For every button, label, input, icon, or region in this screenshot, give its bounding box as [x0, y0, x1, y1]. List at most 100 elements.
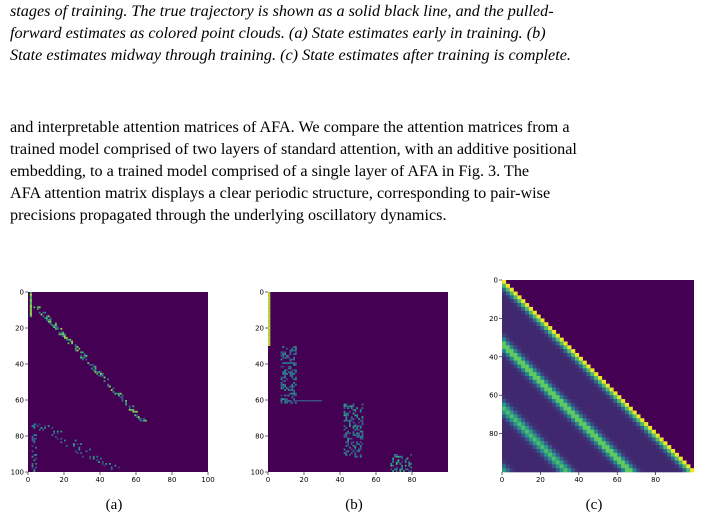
heatmap-cell: [293, 358, 295, 361]
heatmap-cell: [528, 391, 534, 396]
heatmap-cell: [282, 380, 285, 382]
heatmap-cell: [29, 292, 32, 294]
heatmap-cell: [513, 291, 518, 296]
heatmap-cell: [540, 352, 545, 358]
heatmap-cell: [559, 464, 564, 469]
heatmap-cell: [280, 400, 283, 402]
heatmap-cell: [536, 364, 541, 369]
heatmap-cell: [659, 437, 664, 442]
heatmap-cell: [286, 400, 288, 402]
heatmap-cell: [544, 364, 549, 369]
heatmap-cell: [613, 452, 618, 457]
heatmap-b-cells: [268, 292, 412, 472]
heatmap-cell: [112, 387, 115, 390]
heatmap-cell: [509, 295, 514, 300]
heatmap-cell: [617, 429, 622, 434]
heatmap-cell: [667, 460, 672, 465]
heatmap-cell: [505, 314, 510, 319]
heatmap-cell: [574, 352, 580, 358]
heatmap-cell: [544, 333, 549, 338]
heatmap-cell: [548, 352, 553, 358]
heatmap-cell: [347, 405, 349, 408]
heatmap-cell: [287, 371, 290, 373]
heatmap-cell: [517, 364, 522, 369]
heatmap-cell: [559, 399, 564, 404]
heatmap-cell: [609, 452, 614, 457]
heatmap-cell: [513, 456, 518, 461]
heatmap-cell: [551, 406, 557, 411]
heatmap-cell: [295, 346, 297, 348]
heatmap-cell: [586, 441, 591, 446]
heatmap-cell: [528, 379, 534, 384]
heatmap-cell: [536, 399, 541, 404]
body-line: precisions propagated through the underl…: [10, 206, 447, 224]
heatmap-cell: [621, 422, 626, 427]
heatmap-cell: [29, 302, 32, 305]
heatmap-cell: [505, 441, 510, 446]
heatmap-cell: [359, 445, 362, 447]
heatmap-cell: [316, 400, 319, 402]
heatmap-cell: [352, 441, 355, 444]
heatmap-cell: [517, 372, 522, 377]
heatmap-cell: [505, 318, 510, 323]
heatmap-cell: [590, 452, 595, 457]
heatmap-cell: [354, 448, 357, 451]
heatmap-cell: [582, 422, 587, 427]
heatmap-cell: [67, 338, 70, 341]
heatmap-cell: [85, 355, 88, 357]
heatmap-cell: [139, 419, 142, 422]
heatmap-cell: [567, 468, 572, 473]
heatmap-cell: [624, 464, 630, 469]
heatmap-cell: [532, 326, 537, 331]
heatmap-cell: [399, 468, 402, 471]
heatmap-cell: [33, 427, 36, 429]
heatmap-cell: [582, 410, 587, 415]
heatmap-cell: [586, 391, 591, 396]
heatmap-cell: [502, 291, 507, 296]
heatmap-cell: [617, 437, 622, 442]
heatmap-cell: [268, 344, 271, 346]
heatmap-cell: [295, 378, 297, 381]
heatmap-cell: [51, 434, 54, 436]
heatmap-cell: [505, 464, 510, 469]
heatmap-cell: [555, 341, 560, 346]
heatmap-cell: [33, 441, 36, 444]
heatmap-cell: [76, 443, 79, 445]
heatmap-cell: [551, 341, 557, 346]
heatmap-cell: [289, 392, 292, 395]
heatmap-cell: [525, 303, 530, 308]
heatmap-cell: [582, 395, 587, 400]
heatmap-cell: [293, 356, 295, 359]
heatmap-cell: [528, 341, 534, 346]
heatmap-cell: [390, 463, 393, 465]
heatmap-cell: [513, 306, 518, 312]
heatmap-cell: [305, 400, 308, 402]
heatmap-cell: [295, 371, 297, 373]
heatmap-cell: [345, 412, 348, 415]
heatmap-cell: [624, 433, 630, 438]
heatmap-cell: [601, 464, 606, 469]
heatmap-cell: [536, 429, 541, 434]
heatmap-cell: [548, 399, 553, 404]
heatmap-cell: [92, 455, 95, 458]
heatmap-cell: [509, 418, 514, 423]
heatmap-cell: [100, 373, 102, 375]
heatmap-cell: [536, 349, 541, 354]
heatmap-cell: [567, 448, 572, 454]
heatmap-cell: [521, 341, 526, 346]
heatmap-cell: [628, 433, 633, 438]
heatmap-cell: [280, 401, 283, 404]
heatmap-cell: [544, 352, 549, 358]
heatmap-cell: [548, 460, 553, 465]
heatmap-cell: [563, 391, 568, 396]
heatmap-cell: [632, 445, 637, 450]
heatmap-cell: [110, 468, 113, 471]
heatmap-cell: [601, 414, 606, 419]
heatmap-cell: [636, 433, 641, 438]
heatmap-cell: [567, 360, 572, 365]
heatmap-cell: [347, 407, 349, 409]
heatmap-cell: [509, 468, 514, 473]
heatmap-cell: [544, 402, 549, 408]
heatmap-cell: [640, 448, 645, 454]
heatmap-cell: [548, 391, 553, 396]
